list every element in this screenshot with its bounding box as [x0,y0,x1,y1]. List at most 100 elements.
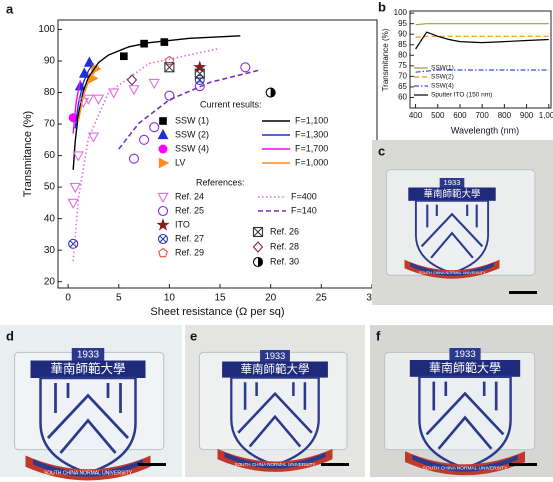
marker [67,198,79,209]
marker [265,87,276,98]
y-tick-label: 65 [398,82,407,91]
spectrum-line [415,23,549,26]
legend-label: Ref. 25 [175,205,204,215]
x-tick-label: 25 [316,293,328,304]
legend-marker [157,192,169,204]
panel-label: c [378,143,385,158]
logo-ribbon [404,259,500,279]
fit-line [72,35,241,170]
legend-label: F=1,700 [295,143,328,153]
legend-label: Ref. 29 [175,247,204,257]
legend-label: SSW(1) [431,65,454,72]
marker [82,94,95,105]
marker [139,134,150,145]
panel-label: b [378,0,386,14]
y-tick-label: 100 [38,24,55,35]
legend-label: Ref. 27 [175,233,204,243]
y-tick-label: 85 [398,40,407,49]
marker [88,72,99,84]
legend-label: F=400 [291,191,317,201]
marker [148,78,160,90]
marker-part [164,62,175,73]
marker [149,122,160,133]
logo-year: 1933 [444,178,461,187]
marker-part [194,68,205,79]
marker-part [253,227,263,237]
x-tick-label: 15 [214,293,226,304]
y-tick-label: 100 [394,8,408,17]
x-tick-label: 500 [431,111,445,120]
legend-label: Sputter ITO (150 nm) [431,92,492,99]
y-tick-label: 50 [44,182,56,193]
logo-ribbon-inner [33,459,143,477]
x-tick-label: 1,000 [539,111,553,120]
spectrum-line [415,31,549,50]
fit-line [72,80,81,134]
legend-label: Ref. 24 [175,191,204,201]
panel-label: a [6,1,14,16]
logo-year-box [449,348,481,360]
marker [120,52,128,61]
y-tick-label: 80 [44,87,56,98]
marker [194,81,205,92]
marker [108,88,120,99]
logo-lines [420,204,484,259]
marker [164,62,175,73]
x-tick-label: 400 [409,111,423,120]
x-tick-label: 600 [453,111,467,120]
y-tick-label: 40 [44,213,56,224]
y-tick-label: 95 [398,19,407,28]
marker [128,153,140,164]
logo-banner [222,361,328,378]
marker [87,132,100,143]
y-tick-label: 30 [44,245,56,256]
logo-name-cn: 華南師範大學 [429,360,501,375]
logo-name-en: SOUTH CHINA NORMAL UNIVERSITY [423,465,508,471]
panel-label: f [376,328,381,343]
legend-label: Ref. 26 [270,226,299,236]
y-tick-label: 20 [44,276,56,287]
marker [194,68,205,79]
legend-label: LV [175,157,185,167]
logo-banner [408,187,496,201]
legend-marker [158,144,168,154]
spectrum-line [415,35,549,38]
marker-part [159,235,167,243]
legend-label: F=1,300 [295,129,328,139]
marker-part [194,74,205,85]
legend-label: SSW(4) [431,83,454,90]
y-axis-label: Transmitance (%) [381,28,390,91]
marker-part [69,240,77,248]
panel-label: d [6,328,14,343]
legend-marker [158,157,170,169]
marker [164,90,175,101]
legend-label: F=1,100 [295,115,328,125]
x-axis-label: Wavelength (nm) [451,125,519,135]
legend-label: SSW (4) [175,143,209,153]
x-tick-label: 10 [164,293,176,304]
x-tick-label: 5 [116,293,122,304]
marker [128,85,140,96]
plot-frame [57,19,378,289]
legend-label: Ref. 28 [270,241,299,251]
logo-ribbon-inner [410,262,494,276]
legend-marker [252,226,264,238]
logo-ribbon [405,451,525,476]
x-tick-label: 900 [520,111,534,120]
legend-marker [157,205,169,217]
scale-bar [509,463,537,466]
legend-title: Current results: [200,99,262,109]
legend-label: SSW (1) [175,115,209,125]
legend-marker [159,117,167,125]
y-tick-label: 60 [44,150,56,161]
plot-frame [409,10,552,109]
y-tick-label: 75 [398,61,407,70]
logo-banner [409,360,521,377]
y-tick-label: 90 [44,56,56,67]
logo-name-en: SOUTH CHINA NORMAL UNIVERSITY [419,271,486,275]
logo-year-box [260,350,290,362]
legend-marker [252,256,264,268]
